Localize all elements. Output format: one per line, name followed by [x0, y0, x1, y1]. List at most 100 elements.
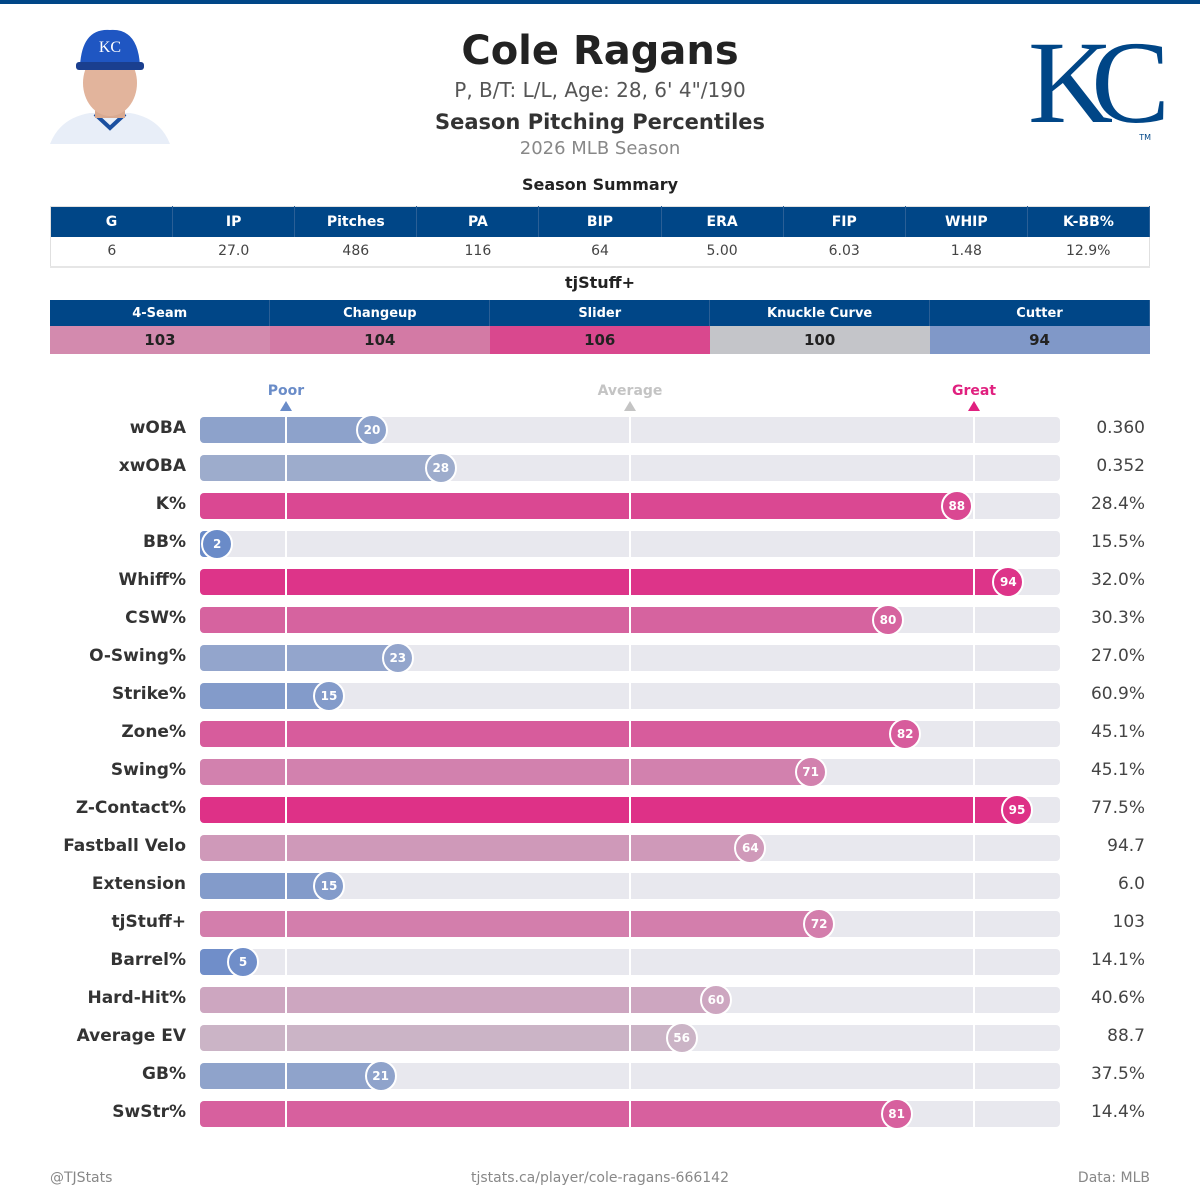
tjstuff-pitch-value: 103	[50, 326, 270, 354]
metric-label: Hard-Hit%	[87, 988, 186, 1008]
percentile-badge: 21	[364, 1060, 397, 1092]
metric-value: 45.1%	[1090, 722, 1145, 742]
marker-line	[629, 455, 631, 481]
percentile-badge: 2	[201, 528, 234, 560]
metric-value: 94.7	[1107, 836, 1145, 856]
footer-source: Data: MLB	[1077, 1170, 1150, 1186]
metric-value: 14.4%	[1090, 1102, 1145, 1122]
percentile-badge: 28	[424, 452, 457, 484]
percentile-badge: 56	[665, 1022, 698, 1054]
marker-line	[973, 531, 975, 557]
metric-label: Strike%	[112, 684, 186, 704]
percentile-badge: 80	[872, 604, 904, 636]
marker-line	[973, 569, 975, 595]
metric-value: 27.0%	[1090, 646, 1145, 666]
triangle-up-icon	[280, 401, 292, 411]
metric-value: 6.0	[1117, 874, 1145, 894]
marker-line	[285, 873, 287, 899]
summary-value-g: 6	[50, 236, 173, 268]
metric-value: 14.1%	[1090, 950, 1145, 970]
percentile-bar-track: 95	[200, 794, 1060, 826]
marker-line	[285, 531, 287, 557]
percentile-badge: 82	[889, 718, 922, 750]
percentile-badge: 20	[356, 414, 388, 446]
percentile-bar	[200, 683, 329, 709]
marker-line	[629, 569, 631, 595]
metric-label: BB%	[143, 532, 186, 552]
marker-line	[629, 683, 631, 709]
percentile-bar-track: 15	[200, 680, 1060, 712]
tjstuff-pitch-name: Slider	[489, 300, 711, 326]
tjstuff-pitch-name: 4-Seam	[50, 300, 271, 326]
metric-label: K%	[155, 494, 186, 514]
marker-line	[285, 835, 287, 861]
percentile-bar-track: 94	[200, 566, 1060, 598]
marker-line	[629, 531, 631, 557]
tjstuff-pitch-name: Knuckle Curve	[709, 300, 931, 326]
percentile-bar	[200, 1025, 682, 1051]
summary-value-whip: 1.48	[905, 236, 1028, 268]
footer-url: tjstats.ca/player/cole-ragans-666142	[471, 1170, 729, 1186]
marker-line	[285, 721, 287, 747]
marker-line	[629, 721, 631, 747]
season-summary-title: Season Summary	[521, 175, 679, 194]
marker-line	[285, 607, 287, 633]
marker-line	[285, 645, 287, 671]
percentile-bar-track: 15	[200, 870, 1060, 902]
marker-line	[629, 911, 631, 937]
marker-line	[285, 493, 287, 519]
metric-value: 77.5%	[1090, 798, 1145, 818]
tjstuff-pitch-name: Cutter	[929, 300, 1150, 326]
marker-line	[629, 1063, 631, 1089]
percentile-badge: 15	[313, 680, 345, 712]
marker-line	[629, 607, 631, 633]
season-summary-table: G IP Pitches PA BIP ERA FIP WHIP K-BB% 6 27.0 486 11…	[50, 206, 1151, 268]
marker-line	[629, 797, 631, 823]
marker-line	[973, 493, 975, 519]
tjstuff-pitch-value: 104	[269, 326, 490, 354]
metric-label: Extension	[91, 874, 186, 894]
top-bar	[0, 0, 1200, 4]
metric-value: 28.4%	[1090, 494, 1145, 514]
player-name: Cole Ragans	[461, 28, 739, 74]
metric-value: 32.0%	[1090, 570, 1145, 590]
marker-line	[973, 645, 975, 671]
metric-value: 0.352	[1096, 456, 1145, 476]
percentile-bar	[200, 721, 906, 747]
marker-average: Average	[580, 383, 680, 411]
metric-label: Whiff%	[118, 570, 187, 590]
summary-header-g: G	[50, 206, 174, 237]
tjstuff-pitch-value: 106	[489, 326, 710, 354]
metric-label: O-Swing%	[89, 646, 186, 666]
team-logo: KC TM	[1028, 17, 1170, 148]
metric-value: 60.9%	[1090, 684, 1145, 704]
summary-header-whip: WHIP	[905, 206, 1028, 237]
percentile-badge: 81	[880, 1098, 913, 1130]
marker-line	[629, 873, 631, 899]
marker-line	[285, 987, 287, 1013]
metric-value: 45.1%	[1090, 760, 1145, 780]
percentile-badge: 60	[700, 984, 732, 1016]
metric-label: Zone%	[121, 722, 186, 742]
summary-header-era: ERA	[661, 206, 784, 237]
marker-line	[629, 987, 631, 1013]
metric-value: 40.6%	[1090, 988, 1145, 1008]
summary-value-bip: 64	[538, 236, 662, 268]
footer-handle: @TJStats	[50, 1170, 113, 1186]
percentile-bar-track: 56	[200, 1022, 1060, 1054]
percentile-bar-track: 2	[200, 528, 1060, 560]
percentile-bar	[200, 569, 1009, 595]
percentile-bar-track: 81	[200, 1098, 1060, 1130]
marker-line	[973, 873, 975, 899]
metric-label: tjStuff+	[111, 912, 186, 932]
metric-label: Average EV	[76, 1026, 186, 1046]
tjstuff-pitch-value: 100	[709, 326, 930, 354]
metric-label: CSW%	[125, 608, 186, 628]
percentile-badge: 15	[313, 870, 345, 902]
percentile-bar-track: 20	[200, 414, 1060, 446]
triangle-up-icon	[624, 401, 636, 411]
player-headshot: KC	[50, 28, 170, 144]
tjstuff-table: 4-Seam Changeup Slider Knuckle Curve Cutter 1…	[50, 300, 1150, 354]
percentile-bar-track: 5	[200, 946, 1060, 978]
percentile-badge: 5	[227, 946, 259, 978]
